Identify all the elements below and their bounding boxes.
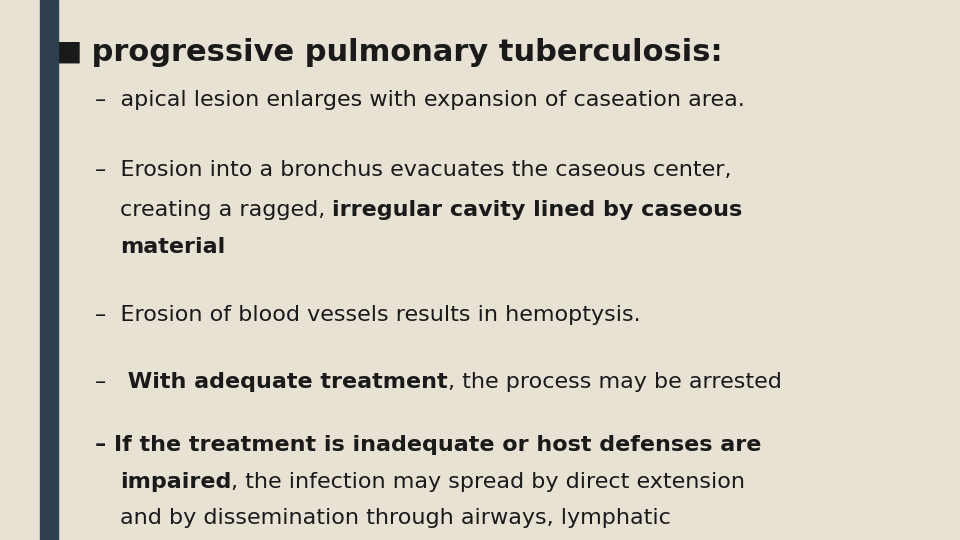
Text: –  Erosion into a bronchus evacuates the caseous center,: – Erosion into a bronchus evacuates the … <box>95 160 732 180</box>
Text: ■: ■ <box>55 38 82 66</box>
Bar <box>40 0 58 540</box>
Text: irregular cavity lined by caseous: irregular cavity lined by caseous <box>332 200 743 220</box>
Text: material: material <box>120 237 226 257</box>
Text: –: – <box>95 435 114 455</box>
Text: –  Erosion of blood vessels results in hemoptysis.: – Erosion of blood vessels results in he… <box>95 305 640 325</box>
Text: impaired: impaired <box>120 472 231 492</box>
Text: , the infection may spread by direct extension: , the infection may spread by direct ext… <box>231 472 745 492</box>
Text: creating a ragged,: creating a ragged, <box>120 200 332 220</box>
Text: –  apical lesion enlarges with expansion of caseation area.: – apical lesion enlarges with expansion … <box>95 90 745 110</box>
Text: , the process may be arrested: , the process may be arrested <box>448 372 782 392</box>
Text: –: – <box>95 372 121 392</box>
Text: With adequate treatment: With adequate treatment <box>121 372 448 392</box>
Text: progressive pulmonary tuberculosis:: progressive pulmonary tuberculosis: <box>82 38 723 67</box>
Text: If the treatment is inadequate or host defenses are: If the treatment is inadequate or host d… <box>114 435 761 455</box>
Text: and by dissemination through airways, lymphatic: and by dissemination through airways, ly… <box>120 508 671 528</box>
